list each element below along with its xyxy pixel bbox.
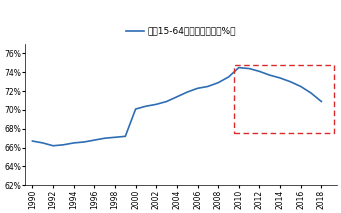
Bar <box>234 65 334 132</box>
Legend: 中国15-64周岁人口比例（%）: 中国15-64周岁人口比例（%） <box>122 23 240 39</box>
